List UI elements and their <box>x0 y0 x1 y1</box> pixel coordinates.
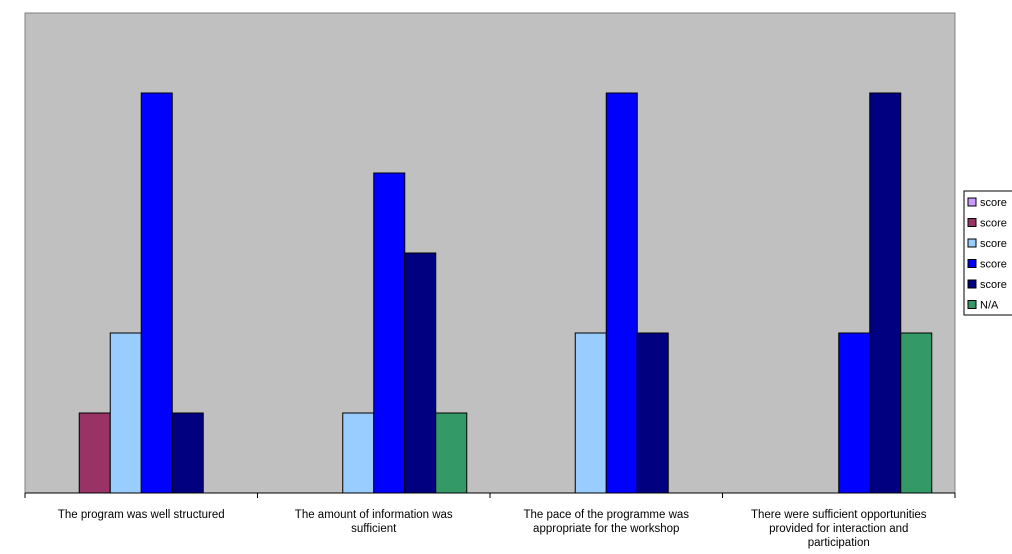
legend-swatch-0 <box>967 197 977 207</box>
bar-cat0-series3 <box>140 92 173 494</box>
bar-cat1-series2 <box>342 412 375 494</box>
legend-box <box>963 190 1012 316</box>
legend-swatch-2 <box>967 238 977 248</box>
category-label-line: The program was well structured <box>58 509 225 521</box>
legend-swatch-1 <box>967 218 977 227</box>
bars-group <box>78 92 933 494</box>
legend-swatch-4 <box>967 279 977 289</box>
bar-cat3-series4 <box>869 92 902 494</box>
legend-label-2: score <box>980 238 1007 250</box>
bar-cat1-series3 <box>373 172 406 494</box>
legend-label-3: score <box>980 259 1007 271</box>
category-label-line: provided for interaction and <box>769 523 908 535</box>
category-label-line: appropriate for the workshop <box>533 523 679 535</box>
legend-swatch-3 <box>967 259 977 268</box>
legend-swatch-5 <box>967 300 977 309</box>
bar-cat0-series2 <box>109 332 142 494</box>
bar-cat1-series5 <box>435 412 468 494</box>
bar-cat2-series2 <box>574 332 607 494</box>
bar-cat2-series3 <box>605 92 638 494</box>
bar-cat3-series5 <box>900 332 933 494</box>
legend-label-5: N/A <box>980 300 999 312</box>
x-axis-ticks <box>24 493 956 498</box>
category-label-0: The program was well structured <box>58 509 225 521</box>
bar-cat0-series1 <box>78 412 111 494</box>
legend: score score score score score N/A <box>963 190 1012 316</box>
bar-cat1-series4 <box>404 252 437 494</box>
category-label-line: participation <box>808 537 870 549</box>
category-label-3: There were sufficient opportunities provi… <box>751 509 927 549</box>
legend-label-1: score <box>980 218 1007 230</box>
category-label-line: The pace of the programme was <box>523 509 689 521</box>
category-label-line: The amount of information was <box>295 509 453 521</box>
legend-label-4: score <box>980 279 1007 291</box>
category-label-1: The amount of information was sufficient <box>295 509 453 535</box>
category-label-2: The pace of the programme was appropriate… <box>523 509 689 535</box>
bar-cat0-series4 <box>171 412 204 494</box>
bar-cat2-series4 <box>636 332 669 494</box>
legend-label-0: score <box>980 197 1007 209</box>
category-label-line: sufficient <box>351 523 397 535</box>
category-labels: The program was well structured The amoun… <box>58 509 927 549</box>
category-label-line: There were sufficient opportunities <box>751 509 927 521</box>
bar-cat3-series3 <box>838 332 871 494</box>
